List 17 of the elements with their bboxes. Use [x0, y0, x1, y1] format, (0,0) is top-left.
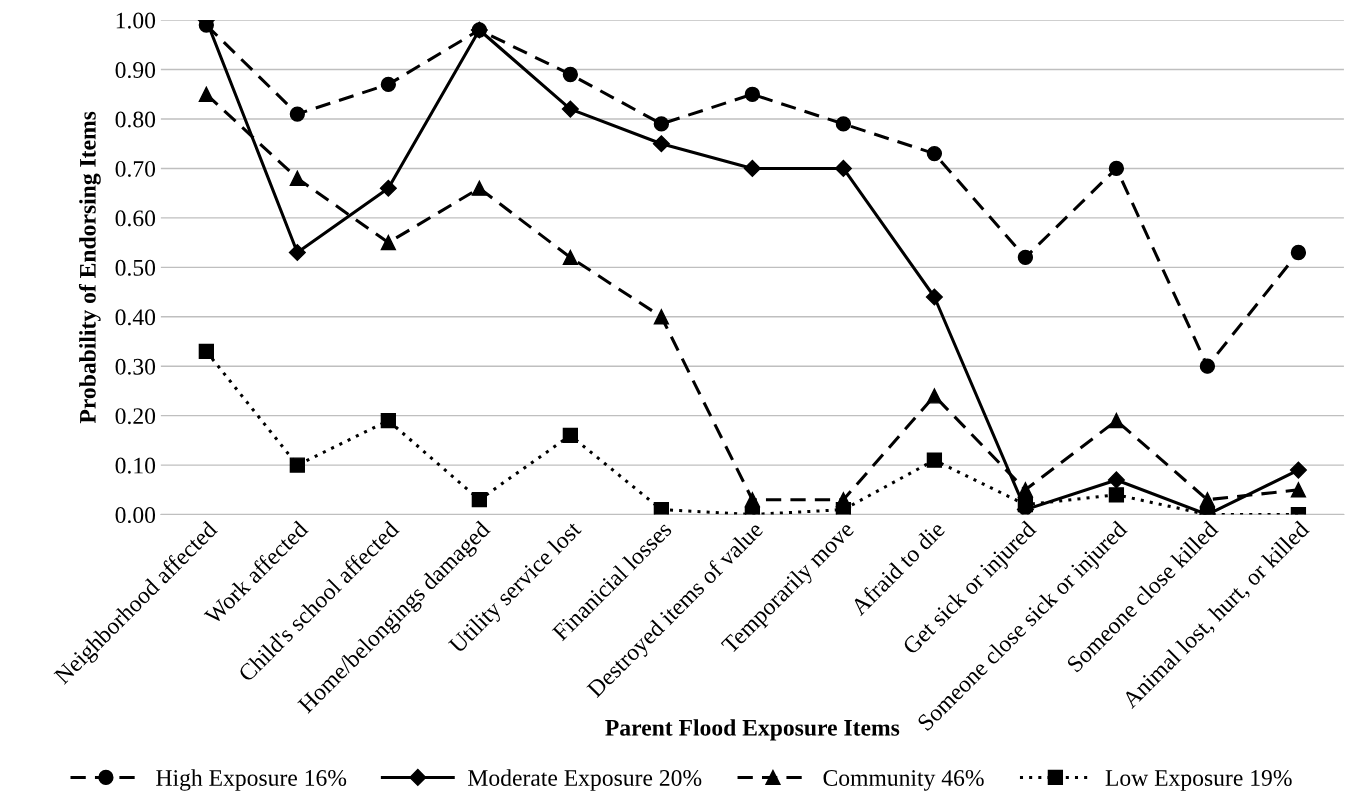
y-tick-label: 0.00: [115, 507, 156, 524]
y-tick-label: 0.60: [115, 210, 156, 227]
y-tick-label: 0.80: [115, 111, 156, 128]
y-axis-title: Probability of Endorsing Items: [78, 111, 101, 424]
x-axis-title: Parent Flood Exposure Items: [605, 719, 900, 741]
legend-label: Low Exposure 19%: [1105, 769, 1292, 791]
y-tick-label: 0.30: [115, 358, 156, 375]
y-tick-label: 0.40: [115, 309, 156, 326]
y-tick-label: 0.20: [115, 408, 156, 425]
legend-label: Moderate Exposure 20%: [468, 769, 702, 791]
y-tick-label: 1.00: [116, 12, 156, 29]
y-tick-label: 0.90: [115, 62, 156, 79]
legend-label: Community 46%: [823, 769, 984, 791]
y-tick-label: 0.10: [115, 457, 156, 474]
legend-label: High Exposure 16%: [156, 769, 347, 791]
y-tick-label: 0.50: [115, 259, 156, 276]
y-tick-label: 0.70: [115, 160, 156, 177]
